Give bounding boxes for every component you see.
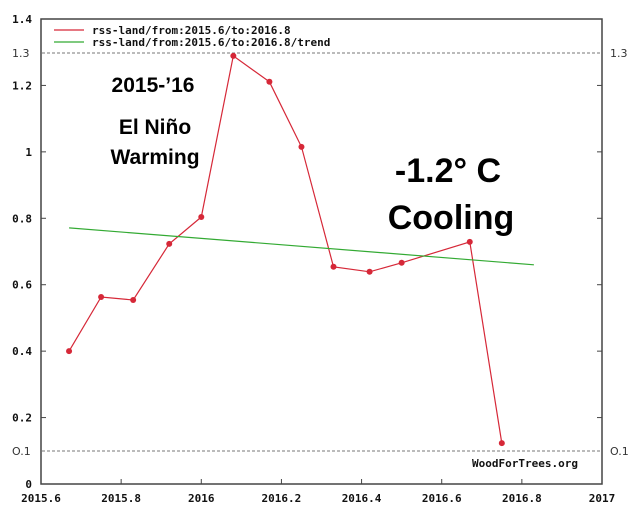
axis-tick-labels: 2015.6 2015.8 2016 2016.2 2016.4 2016.6 2016.8… — [12, 13, 615, 505]
left-ref-label-0-1: O.1 — [12, 445, 31, 458]
y-tick-label: 0.8 — [12, 212, 32, 225]
y-tick-label: 0.6 — [12, 279, 32, 292]
data-point — [398, 259, 405, 266]
data-point — [330, 263, 337, 270]
legend-label-trend: rss-land/from:2015.6/to:2016.8/trend — [92, 36, 330, 49]
plot-frame — [40, 18, 603, 485]
x-tick-label: 2016.8 — [502, 492, 542, 505]
x-tick-label: 2017 — [589, 492, 616, 505]
data-point — [98, 294, 105, 301]
y-tick-label: 1.4 — [12, 13, 32, 26]
annotation-years: 2015-’16 — [112, 74, 195, 97]
trend-line — [69, 227, 534, 266]
x-tick-label: 2015.8 — [101, 492, 141, 505]
x-tick-label: 2016.4 — [342, 492, 382, 505]
legend: rss-land/from:2015.6/to:2016.8 rss-land/… — [54, 24, 330, 49]
y-tick-label: 1.2 — [12, 79, 32, 92]
credit-woodfortrees: WoodForTrees.org — [472, 457, 578, 470]
data-point — [198, 213, 205, 220]
x-tick-label: 2016.2 — [262, 492, 302, 505]
data-point — [130, 296, 137, 303]
left-ref-label-1-3: 1.3 — [12, 47, 30, 60]
right-ref-label-0-1: O.1 — [610, 445, 629, 458]
y-tick-label: 1 — [25, 146, 32, 159]
right-ref-label-1-3: 1.3 — [610, 47, 628, 60]
data-point — [466, 238, 473, 245]
x-tick-label: 2016.6 — [422, 492, 462, 505]
data-point — [366, 268, 373, 275]
legend-label-series: rss-land/from:2015.6/to:2016.8 — [92, 24, 291, 37]
x-tick-label: 2016 — [188, 492, 215, 505]
data-point — [166, 240, 173, 247]
data-point — [66, 348, 73, 355]
series-line — [68, 54, 503, 444]
annotation-cooling: Cooling — [388, 199, 515, 237]
data-series — [66, 52, 534, 447]
y-tick-label: 0.4 — [12, 345, 32, 358]
data-point — [230, 52, 237, 59]
y-tick-label: 0.2 — [12, 412, 32, 425]
annotation-cooling-value: -1.2° C — [395, 152, 501, 190]
y-tick-label: 0 — [25, 478, 32, 491]
data-point — [298, 143, 305, 150]
data-point — [266, 78, 273, 85]
annotation-el-nino: El Niño — [119, 116, 191, 139]
x-tick-label: 2015.6 — [21, 492, 61, 505]
data-point — [498, 440, 505, 447]
annotation-warming: Warming — [110, 146, 199, 169]
axis-ticks — [40, 18, 603, 485]
